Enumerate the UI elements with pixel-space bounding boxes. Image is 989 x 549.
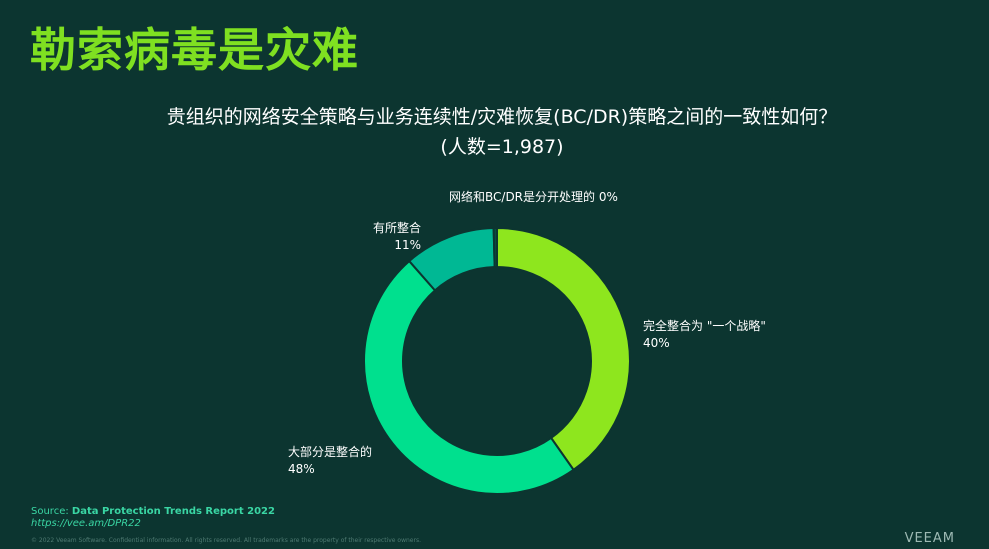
brand-logo: VEEAM [904, 531, 955, 546]
source-prefix: Source: [31, 506, 72, 517]
label-mostly-integrated: 大部分是整合的 48% [288, 444, 372, 478]
label-mostly-integrated-value: 48% [288, 462, 315, 476]
source-report-name: Data Protection Trends Report 2022 [71, 506, 275, 517]
label-somewhat-integrated-name: 有所整合 [373, 221, 422, 235]
slice-mostly-integrated [363, 259, 575, 495]
slide-title: 勒索病毒是灾难 [30, 23, 359, 77]
source-link[interactable]: https://vee.am/DPR22 [31, 518, 141, 529]
label-separate-value: 0% [598, 190, 618, 204]
copyright-notice: © 2022 Veeam Software. Confidential info… [31, 537, 421, 544]
label-fully-integrated-value: 40% [643, 336, 670, 350]
source-note: Source: Data Protection Trends Report 20… [31, 506, 275, 530]
label-separate-name: 网络和BC/DR是分开处理的 [449, 190, 596, 204]
slice-separate [492, 226, 498, 269]
slice-fully-integrated [496, 226, 631, 472]
label-somewhat-integrated: 有所整合 11% [373, 220, 421, 254]
label-mostly-integrated-name: 大部分是整合的 [288, 445, 373, 459]
label-fully-integrated-name: 完全整合为 "一个战略" [643, 319, 766, 333]
question-line-2: (人数=1,987) [440, 136, 564, 158]
chart-question: 贵组织的网络安全策略与业务连续性/灾难恢复(BC/DR)策略之间的一致性如何？ … [0, 102, 989, 162]
label-somewhat-integrated-value: 11% [394, 238, 422, 252]
label-fully-integrated: 完全整合为 "一个战略" 40% [643, 318, 766, 352]
question-line-1: 贵组织的网络安全策略与业务连续性/灾难恢复(BC/DR)策略之间的一致性如何？ [166, 106, 838, 128]
label-separate: 网络和BC/DR是分开处理的 0% [449, 189, 618, 206]
